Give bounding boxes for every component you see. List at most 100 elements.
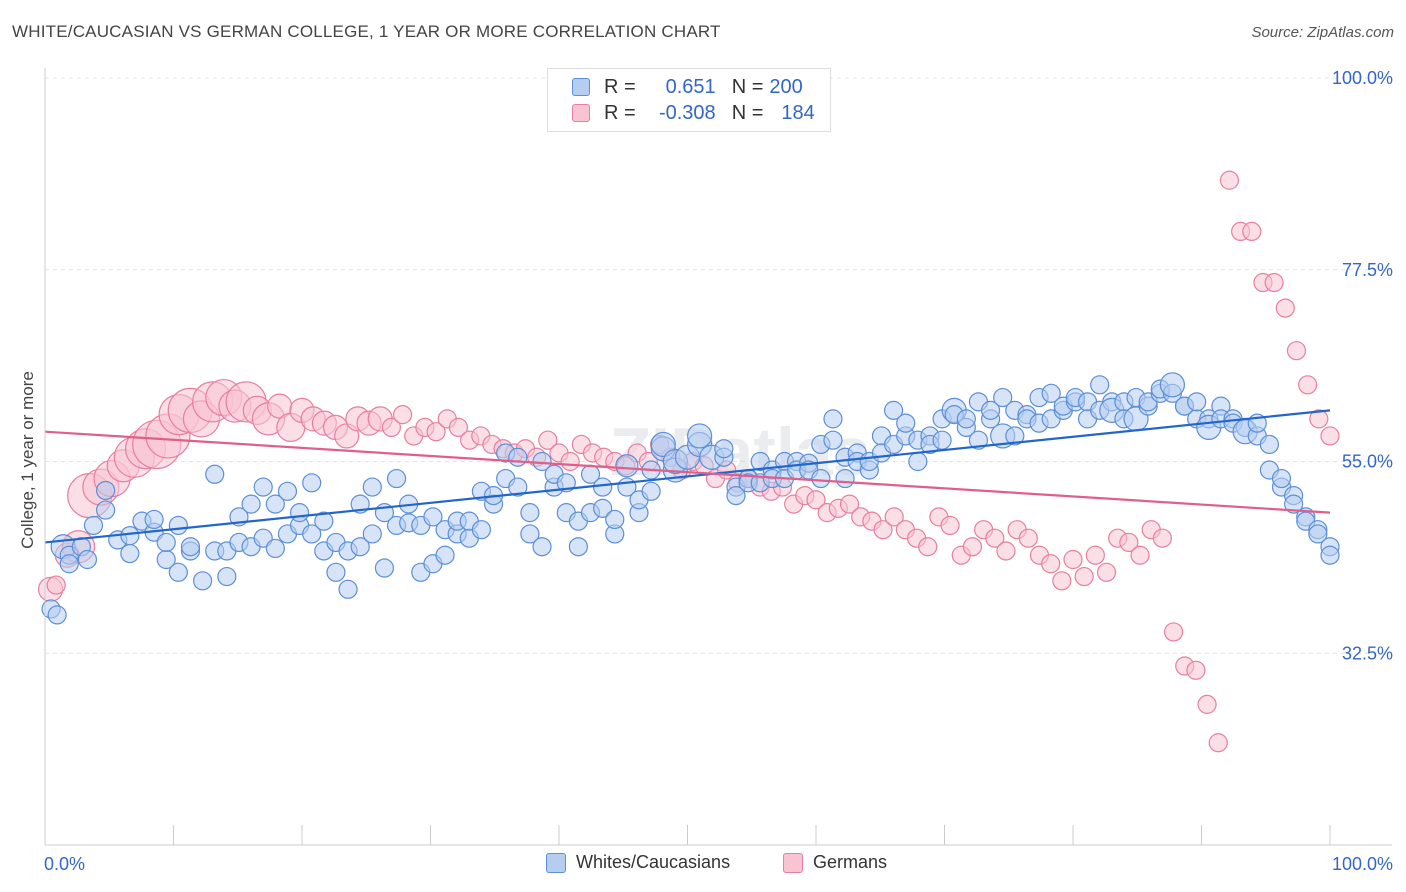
white-point bbox=[993, 387, 1013, 408]
german-point bbox=[1242, 221, 1262, 241]
white-point bbox=[205, 464, 225, 484]
white-point bbox=[714, 439, 734, 459]
german-point bbox=[46, 575, 66, 595]
white-point bbox=[1271, 468, 1292, 489]
y-tick-label: 77.5% bbox=[1342, 260, 1393, 280]
bottom-legend-label-germans: Germans bbox=[813, 852, 888, 872]
white-point bbox=[192, 571, 213, 591]
german-point bbox=[1208, 733, 1228, 753]
german-point bbox=[1085, 545, 1105, 565]
white-point bbox=[302, 473, 322, 493]
white-point bbox=[168, 515, 188, 536]
german-point bbox=[1119, 532, 1139, 553]
white-point bbox=[1308, 524, 1328, 544]
white-point bbox=[823, 409, 843, 429]
legend-row-germans: R = -0.308 N = 184 bbox=[572, 101, 815, 125]
white-point bbox=[1159, 372, 1186, 398]
legend-row-whites: R = 0.651 N = 200 bbox=[572, 75, 803, 99]
german-point bbox=[392, 405, 413, 425]
german-point bbox=[918, 537, 938, 557]
white-point bbox=[568, 537, 588, 557]
white-point bbox=[593, 498, 613, 518]
white-point bbox=[605, 509, 625, 530]
white-point bbox=[77, 549, 98, 570]
white-point bbox=[687, 423, 713, 449]
grid-lines bbox=[45, 77, 1392, 654]
white-point bbox=[508, 477, 528, 497]
white-point bbox=[823, 430, 843, 450]
white-point bbox=[956, 409, 976, 429]
german-point bbox=[448, 417, 469, 438]
white-point bbox=[1005, 426, 1025, 446]
legend-n-label: N = bbox=[731, 75, 764, 98]
legend-r-value: 0.651 bbox=[665, 75, 716, 98]
white-point bbox=[374, 558, 395, 578]
white-point bbox=[908, 451, 928, 472]
white-point bbox=[556, 473, 576, 493]
legend-r-label: R = bbox=[604, 101, 636, 124]
legend-n-value: 184 bbox=[781, 101, 815, 124]
white-point bbox=[471, 520, 492, 540]
german-point bbox=[538, 430, 558, 450]
white-point bbox=[96, 500, 116, 520]
bottom-legend-label-whites: Whites/Caucasians bbox=[576, 852, 731, 872]
white-point bbox=[641, 481, 661, 501]
tick-labels: 32.5% 55.0% 77.5% 100.0% 0.0% 100.0% bbox=[44, 68, 1393, 874]
german-point bbox=[985, 528, 1005, 548]
white-point bbox=[326, 562, 346, 582]
white-point bbox=[615, 454, 639, 478]
white-point bbox=[144, 509, 164, 530]
y-tick-label: 55.0% bbox=[1342, 452, 1393, 472]
german-point bbox=[1320, 426, 1340, 446]
white-point bbox=[314, 511, 334, 531]
legend: R = 0.651 N = 200 R = -0.308 N = 184 bbox=[547, 68, 831, 132]
german-point bbox=[560, 451, 580, 472]
white-point bbox=[241, 494, 261, 514]
white-point bbox=[1320, 545, 1340, 565]
german-point bbox=[1186, 660, 1206, 680]
german-point bbox=[1219, 170, 1240, 190]
white-point bbox=[362, 477, 382, 497]
bottom-swatch-blue bbox=[546, 852, 566, 873]
y-tick-label: 32.5% bbox=[1342, 643, 1393, 663]
german-point bbox=[1041, 554, 1061, 574]
white-point bbox=[265, 494, 285, 514]
white-point bbox=[423, 507, 443, 527]
white-point bbox=[932, 430, 952, 450]
white-point bbox=[1090, 375, 1110, 395]
german-point bbox=[806, 490, 826, 510]
german-point bbox=[839, 494, 860, 514]
german-point bbox=[1152, 528, 1172, 548]
white-point bbox=[726, 485, 746, 506]
legend-swatch-pink bbox=[572, 104, 590, 122]
white-point bbox=[980, 400, 1001, 420]
white-point bbox=[338, 579, 358, 599]
german-point bbox=[1074, 566, 1094, 587]
german-point bbox=[1309, 409, 1329, 429]
german-point bbox=[1130, 545, 1150, 565]
white-point bbox=[1041, 383, 1061, 403]
legend-n-value: 200 bbox=[769, 75, 803, 98]
white-point bbox=[968, 430, 989, 450]
german-point bbox=[1163, 622, 1184, 642]
german-point bbox=[426, 422, 446, 442]
german-point bbox=[1063, 549, 1083, 570]
bottom-legend-germans: Germans bbox=[783, 852, 887, 873]
german-point bbox=[381, 417, 401, 438]
german-point bbox=[1096, 562, 1117, 582]
white-point bbox=[650, 431, 676, 458]
white-point bbox=[289, 503, 310, 523]
german-point bbox=[1275, 298, 1295, 318]
legend-r-label: R = bbox=[604, 75, 636, 98]
german-point bbox=[884, 507, 904, 527]
bottom-legend: Whites/Caucasians Germans bbox=[0, 852, 1406, 878]
white-point bbox=[835, 468, 855, 489]
german-point bbox=[1052, 571, 1072, 591]
white-point bbox=[508, 447, 528, 467]
bottom-swatch-pink bbox=[783, 852, 803, 873]
white-point bbox=[302, 524, 322, 544]
german-point bbox=[873, 520, 893, 540]
x-tick-label: 0.0% bbox=[44, 854, 85, 874]
white-point bbox=[253, 477, 273, 497]
